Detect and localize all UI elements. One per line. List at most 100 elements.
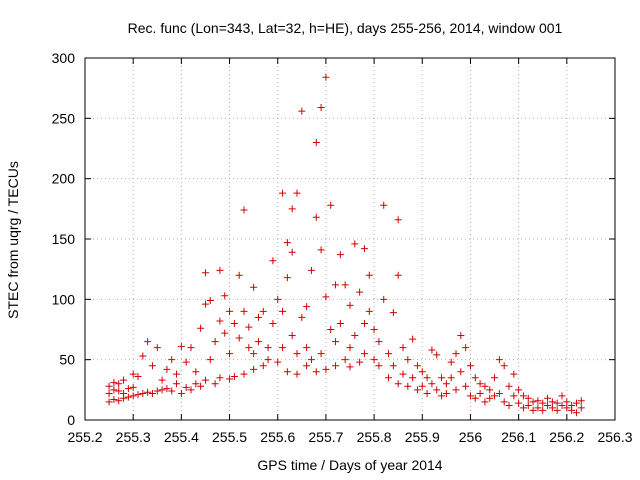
data-point xyxy=(120,389,128,397)
data-point xyxy=(173,380,181,388)
data-point xyxy=(365,271,373,279)
data-point xyxy=(572,399,580,407)
data-point xyxy=(211,380,219,388)
data-point xyxy=(148,389,156,397)
data-point xyxy=(413,386,421,394)
data-point xyxy=(553,406,561,414)
data-point xyxy=(394,216,402,224)
data-point xyxy=(187,386,195,394)
data-point xyxy=(491,392,499,400)
data-point xyxy=(197,324,205,332)
data-point xyxy=(534,397,542,405)
x-tick-label: 256.2 xyxy=(549,429,584,445)
data-point xyxy=(158,386,166,394)
data-point xyxy=(201,300,209,308)
data-point xyxy=(226,307,234,315)
data-point xyxy=(544,394,552,402)
data-point xyxy=(418,368,426,376)
data-point xyxy=(206,356,214,364)
data-point xyxy=(563,398,571,406)
data-point xyxy=(380,201,388,209)
data-point xyxy=(563,404,571,412)
data-point xyxy=(409,374,417,382)
data-point xyxy=(486,394,494,402)
data-point xyxy=(505,382,513,390)
data-point xyxy=(404,356,412,364)
data-point xyxy=(288,332,296,340)
data-point xyxy=(356,288,364,296)
data-point xyxy=(404,382,412,390)
data-point xyxy=(452,350,460,358)
data-point xyxy=(298,313,306,321)
data-point xyxy=(312,213,320,221)
data-point xyxy=(153,387,161,395)
data-point xyxy=(269,319,277,327)
data-point xyxy=(399,344,407,352)
data-point xyxy=(394,380,402,388)
data-point xyxy=(481,382,489,390)
data-point xyxy=(558,392,566,400)
data-point xyxy=(187,344,195,352)
data-point xyxy=(279,307,287,315)
x-tick-label: 255.5 xyxy=(212,429,247,445)
data-point xyxy=(433,351,441,359)
data-point xyxy=(288,248,296,256)
data-point xyxy=(438,374,446,382)
data-point xyxy=(495,389,503,397)
data-point xyxy=(553,399,561,407)
data-point xyxy=(495,356,503,364)
data-point xyxy=(322,73,330,81)
data-point xyxy=(370,326,378,333)
data-point xyxy=(129,392,137,400)
data-point xyxy=(240,370,248,378)
data-point xyxy=(510,392,518,400)
x-tick-label: 256.1 xyxy=(501,429,536,445)
data-point xyxy=(360,245,368,253)
y-tick-label: 150 xyxy=(52,231,76,247)
data-point xyxy=(476,389,484,397)
data-point xyxy=(293,350,301,358)
data-point xyxy=(235,271,243,279)
data-point xyxy=(322,293,330,301)
data-point xyxy=(293,370,301,378)
data-point xyxy=(144,338,152,346)
data-point xyxy=(327,326,335,333)
data-point xyxy=(510,370,518,378)
data-point xyxy=(515,399,523,407)
data-point xyxy=(466,362,474,370)
data-point xyxy=(336,251,344,259)
data-point xyxy=(341,356,349,364)
data-point xyxy=(471,394,479,402)
data-point xyxy=(572,409,580,417)
data-point xyxy=(129,383,137,391)
data-point xyxy=(360,350,368,358)
data-point xyxy=(226,350,234,358)
data-point xyxy=(452,386,460,394)
chart-title: Rec. func (Lon=343, Lat=32, h=HE), days … xyxy=(128,20,563,36)
data-point xyxy=(332,281,340,289)
data-point xyxy=(288,205,296,213)
data-point xyxy=(370,356,378,364)
data-point xyxy=(457,332,465,340)
data-point xyxy=(216,317,224,325)
y-tick-labels: 0 50 100 150 200 250 300 xyxy=(52,50,76,428)
data-point xyxy=(221,292,229,300)
data-point xyxy=(365,307,373,315)
data-point xyxy=(433,386,441,394)
data-point xyxy=(568,406,576,414)
data-point xyxy=(423,389,431,397)
data-point xyxy=(447,374,455,382)
data-point xyxy=(548,404,556,412)
data-point xyxy=(303,303,311,311)
data-point xyxy=(544,402,552,410)
data-point xyxy=(168,387,176,395)
data-point xyxy=(120,376,128,384)
data-point xyxy=(577,397,585,405)
data-points xyxy=(105,73,585,417)
data-point xyxy=(173,370,181,378)
data-point xyxy=(139,352,147,360)
data-point xyxy=(356,358,364,366)
data-point xyxy=(423,374,431,382)
data-point xyxy=(163,385,171,393)
data-point xyxy=(144,388,152,396)
